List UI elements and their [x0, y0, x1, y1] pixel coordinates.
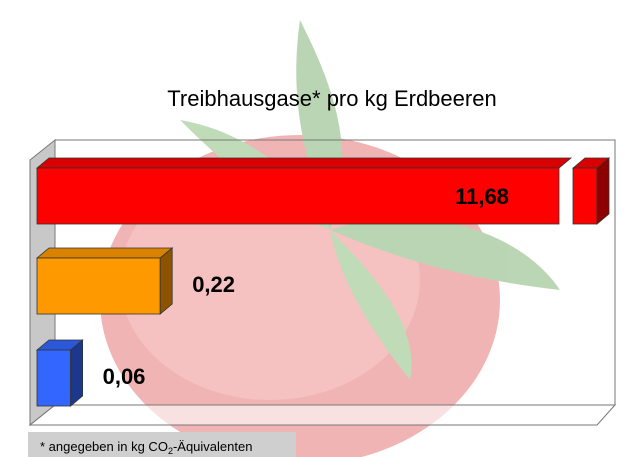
- bar: [37, 248, 172, 314]
- chart: Treibhausgase* pro kg Erdbeeren * angege…: [0, 0, 633, 457]
- bar-top: [37, 248, 172, 258]
- chart-title: Treibhausgase* pro kg Erdbeeren: [167, 86, 496, 111]
- bar-side: [71, 340, 83, 406]
- bar-front: [37, 258, 160, 314]
- bar: [37, 340, 83, 406]
- footnote-text: -Äquivalenten: [173, 439, 253, 454]
- bar-front: [573, 168, 597, 224]
- bar-side: [160, 248, 172, 314]
- footnote: * angegeben in kg CO2-Äquivalenten: [40, 439, 252, 456]
- value-label: 11,68: [455, 184, 509, 209]
- bar-front: [37, 350, 71, 406]
- bar: [37, 158, 609, 224]
- footnote-text: * angegeben in kg CO: [40, 439, 168, 454]
- floor: [30, 405, 615, 425]
- value-label: 0,06: [103, 364, 146, 389]
- value-label: 0,22: [192, 272, 235, 297]
- bar-side: [597, 158, 609, 224]
- bar-top: [37, 158, 571, 168]
